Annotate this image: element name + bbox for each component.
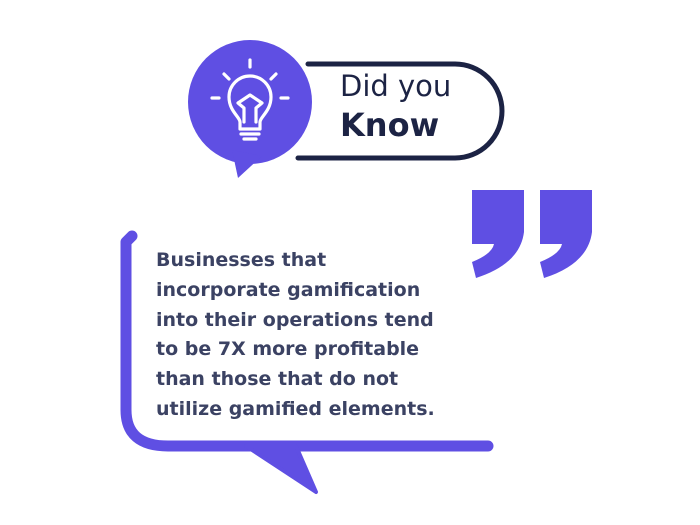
heading-line-1: Did you — [340, 69, 452, 103]
heading-line-2: Know — [340, 106, 440, 144]
did-you-know-heading: Did you Know — [340, 69, 480, 144]
quotation-mark-icon — [472, 190, 592, 278]
bulb-bubble — [188, 40, 312, 178]
speech-bubble-outline — [120, 230, 494, 494]
fact-text: Businesses that incorporate gamification… — [156, 249, 435, 420]
lightbulb-icon — [210, 58, 290, 141]
header-pill-outline — [295, 61, 505, 161]
